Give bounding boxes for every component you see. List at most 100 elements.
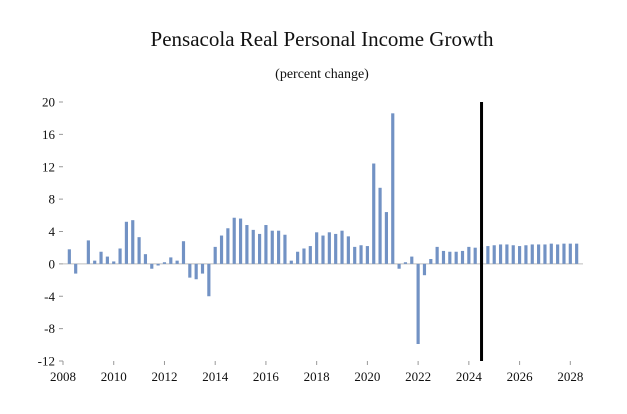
bar <box>543 244 547 264</box>
bar <box>226 228 230 264</box>
bar <box>296 251 300 264</box>
y-tick-label: -8 <box>44 321 55 336</box>
bar <box>74 263 78 274</box>
bar <box>264 225 268 264</box>
x-tick-label: 2026 <box>507 369 534 384</box>
bar <box>492 245 496 264</box>
bar <box>435 246 439 264</box>
bar <box>143 254 148 264</box>
bar <box>188 263 192 278</box>
bar <box>562 243 566 264</box>
bar <box>150 263 154 269</box>
bar <box>568 243 572 264</box>
bar <box>467 246 471 264</box>
bar <box>258 233 262 264</box>
bar <box>353 246 357 264</box>
bar <box>460 250 465 264</box>
bar <box>194 263 198 280</box>
x-tick-label: 2018 <box>304 369 330 384</box>
bar <box>403 262 408 264</box>
bar <box>524 245 528 264</box>
y-tick-label: 0 <box>49 256 56 271</box>
bar <box>575 243 579 264</box>
bar <box>422 263 427 276</box>
bar <box>359 245 363 264</box>
bar <box>537 244 541 264</box>
y-tick-label: 12 <box>42 159 55 174</box>
bar <box>530 244 534 264</box>
chart-title: Pensacola Real Personal Income Growth <box>151 27 494 51</box>
bar <box>245 225 249 264</box>
bar <box>207 263 211 297</box>
bar <box>410 256 414 264</box>
x-tick-label: 2020 <box>354 369 380 384</box>
x-tick-label: 2008 <box>50 369 76 384</box>
x-tick-label: 2014 <box>202 369 229 384</box>
y-tick-label: 20 <box>42 95 55 110</box>
x-tick-label: 2022 <box>405 369 431 384</box>
bar <box>448 251 452 264</box>
bar <box>372 163 376 264</box>
bar <box>105 256 109 264</box>
bar <box>473 247 477 264</box>
bar <box>549 243 553 264</box>
bar <box>156 263 160 266</box>
bar <box>277 230 281 264</box>
y-tick-label: -4 <box>44 289 55 304</box>
bar <box>131 220 135 264</box>
x-tick-label: 2028 <box>557 369 583 384</box>
bar <box>232 217 236 264</box>
bar <box>308 246 312 264</box>
bar <box>251 229 255 264</box>
x-tick-label: 2024 <box>456 369 483 384</box>
bar <box>384 212 388 264</box>
bar <box>505 244 509 264</box>
y-axis: 20 16 12 8 4 0 -4 -8 -12 <box>38 95 63 369</box>
bar <box>321 235 325 264</box>
bar <box>124 221 128 264</box>
bar <box>346 236 350 264</box>
bar <box>118 248 122 264</box>
chart-subtitle: (percent change) <box>275 67 369 82</box>
bar <box>498 244 503 264</box>
bar <box>327 232 331 264</box>
x-tick-label: 2012 <box>151 369 177 384</box>
bar <box>175 260 179 264</box>
bar <box>340 230 344 264</box>
bar <box>429 259 433 264</box>
y-tick-label: 16 <box>42 127 56 142</box>
bar <box>365 246 369 264</box>
bar <box>238 218 243 264</box>
bar <box>67 249 71 264</box>
bar <box>181 241 186 264</box>
bar-series <box>67 113 579 345</box>
bar <box>486 246 490 264</box>
x-tick-label: 2016 <box>253 369 280 384</box>
bar <box>99 251 103 264</box>
bar <box>416 263 420 345</box>
bar <box>454 251 458 264</box>
bar <box>219 235 224 264</box>
bar <box>518 246 522 264</box>
y-tick-label: -12 <box>38 354 55 369</box>
bar <box>289 260 293 264</box>
bar <box>556 244 560 264</box>
bar <box>378 187 382 264</box>
bar <box>137 237 141 264</box>
bar <box>93 260 97 264</box>
bar <box>86 240 90 264</box>
bar <box>334 233 338 264</box>
x-tick-label: 2010 <box>101 369 127 384</box>
bar <box>391 113 395 264</box>
x-axis: 2008 2010 2012 2014 2016 2018 2020 2022 2024 2026… <box>50 361 583 384</box>
bar <box>169 257 173 264</box>
bar <box>270 230 274 264</box>
bar <box>283 234 287 264</box>
bar <box>302 248 306 264</box>
y-tick-label: 8 <box>49 192 56 207</box>
bar <box>213 246 217 264</box>
y-tick-label: 4 <box>49 224 56 239</box>
bar <box>315 232 319 264</box>
bar <box>112 261 116 264</box>
